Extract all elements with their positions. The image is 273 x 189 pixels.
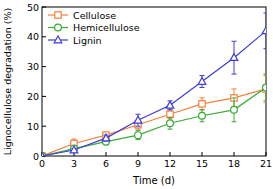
x-axis-label: Time (d) <box>132 175 175 186</box>
error-bar <box>168 117 173 129</box>
x-tick <box>202 152 203 156</box>
x-tick <box>170 152 171 156</box>
x-tick-label: 9 <box>135 158 141 169</box>
error-bar <box>264 74 267 101</box>
chart: 0 3 6 9 12 15 18 21 0 10 20 30 40 50 Time (d) Lignocell… <box>0 0 273 189</box>
legend-label: Lignin <box>73 35 102 46</box>
x-tick <box>234 152 235 156</box>
series-line <box>42 31 266 156</box>
legend: CelluloseHemicellulose Lignin <box>48 10 140 46</box>
y-tick <box>42 66 46 67</box>
marker <box>199 112 206 119</box>
y-tick-label: 10 <box>27 121 39 132</box>
y-tick <box>42 36 46 37</box>
y-tick-label: 30 <box>27 61 39 72</box>
error-bar <box>200 98 205 110</box>
x-tick-label: 18 <box>228 158 240 169</box>
marker <box>70 146 78 153</box>
marker <box>262 27 266 34</box>
marker <box>134 116 142 123</box>
x-tick-label: 3 <box>71 158 77 169</box>
marker <box>167 111 173 117</box>
x-tick-label: 21 <box>260 158 272 169</box>
x-tick-label: 12 <box>164 158 176 169</box>
marker <box>199 101 205 107</box>
marker <box>166 101 174 108</box>
series-line <box>42 87 266 156</box>
y-tick-label: 40 <box>27 31 39 42</box>
legend-marker <box>54 36 62 43</box>
legend-label: Cellulose <box>73 10 116 21</box>
error-bar <box>136 131 141 140</box>
plot-frame <box>42 7 266 156</box>
y-tick-label: 0 <box>33 151 39 162</box>
marker <box>71 145 78 152</box>
y-axis-label: Lignocellulose degradation (%) <box>2 8 13 156</box>
marker <box>135 132 142 139</box>
marker <box>198 78 206 85</box>
legend-label: Hemicellulose <box>73 22 140 33</box>
error-bar <box>200 110 205 122</box>
y-tick-label: 20 <box>27 91 39 102</box>
x-tick-label: 6 <box>103 158 109 169</box>
y-tick <box>42 7 46 8</box>
marker <box>263 84 266 91</box>
marker <box>231 106 238 113</box>
x-tick <box>266 152 267 156</box>
legend-marker <box>55 12 61 18</box>
x-tick-label: 0 <box>39 158 45 169</box>
series-line <box>42 89 266 156</box>
marker <box>230 54 238 61</box>
x-tick-label: 15 <box>196 158 208 169</box>
error-bar <box>232 98 237 122</box>
x-tick <box>106 152 107 156</box>
legend-marker <box>55 24 62 31</box>
y-tick <box>42 96 46 97</box>
y-tick-label: 50 <box>27 2 39 13</box>
y-tick <box>42 126 46 127</box>
marker <box>42 152 46 156</box>
plot-area <box>42 13 266 156</box>
marker <box>167 120 174 127</box>
x-tick <box>138 152 139 156</box>
marker <box>102 134 110 141</box>
